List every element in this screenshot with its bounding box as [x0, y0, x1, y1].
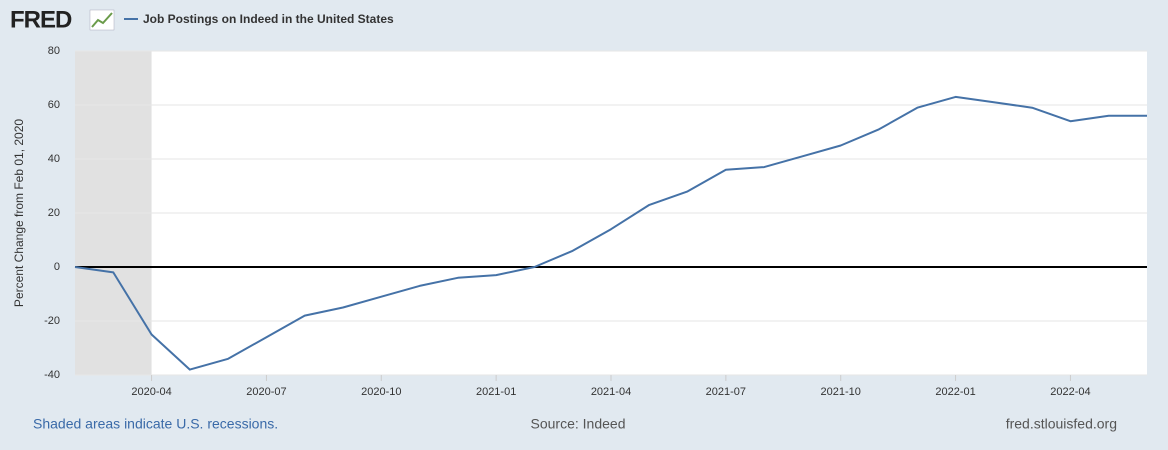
- x-tick-label: 2021-10: [821, 386, 861, 398]
- x-tick-label: 2022-04: [1050, 386, 1090, 398]
- x-tick-label: 2020-10: [361, 386, 401, 398]
- x-tick-label: 2020-04: [131, 386, 171, 398]
- footer-url: fred.stlouisfed.org: [1006, 416, 1117, 432]
- logo: FRED: [10, 6, 72, 33]
- y-tick-label: 80: [48, 45, 60, 57]
- y-tick-label: 40: [48, 153, 60, 165]
- y-tick-label: -40: [44, 369, 60, 381]
- x-tick-label: 2021-01: [476, 386, 516, 398]
- y-axis-label: Percent Change from Feb 01, 2020: [12, 119, 26, 307]
- x-tick-label: 2021-07: [706, 386, 746, 398]
- x-tick-label: 2021-04: [591, 386, 631, 398]
- logo-icon: [89, 9, 115, 31]
- y-tick-label: 60: [48, 99, 60, 111]
- data-line: [74, 95, 1147, 371]
- x-tick-label: 2020-07: [246, 386, 286, 398]
- y-tick-label: 20: [48, 207, 60, 219]
- y-tick-label: 0: [54, 261, 60, 273]
- footer-source: Source: Indeed: [531, 416, 626, 432]
- footer-note: Shaded areas indicate U.S. recessions.: [33, 416, 278, 432]
- legend-label: Job Postings on Indeed in the United Sta…: [143, 12, 394, 26]
- y-tick-label: -20: [44, 315, 60, 327]
- x-tick-label: 2022-01: [935, 386, 975, 398]
